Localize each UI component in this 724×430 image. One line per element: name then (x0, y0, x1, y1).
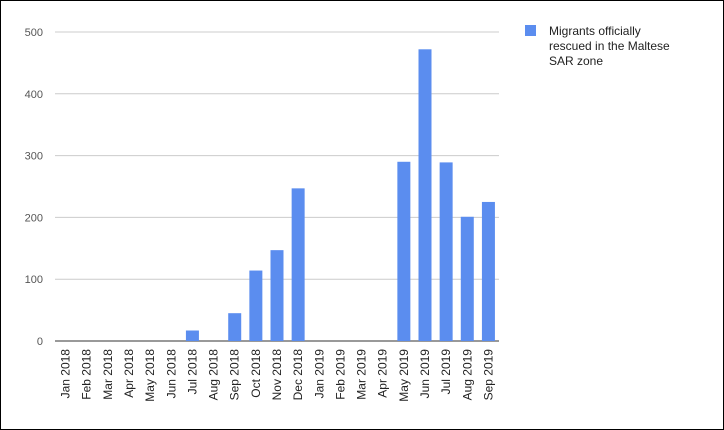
x-tick-label: Jul 2019 (439, 349, 453, 395)
x-tick-label: Sep 2018 (228, 349, 242, 401)
y-axis-ticks: 0 100 200 300 400 500 (25, 27, 43, 348)
x-tick-label: Jan 2019 (312, 349, 326, 399)
x-tick-label: Mar 2018 (101, 349, 115, 400)
bar (481, 201, 495, 341)
bar (249, 270, 263, 341)
y-tick-label: 400 (25, 89, 43, 101)
y-tick-label: 300 (25, 151, 43, 163)
x-axis-ticks: Jan 2018 Feb 2018 Mar 2018 Apr 2018 May 2018… (59, 349, 496, 402)
bar (185, 330, 199, 341)
bar (460, 216, 474, 341)
bar (418, 49, 432, 341)
bar (270, 250, 284, 341)
y-tick-label: 200 (25, 212, 43, 224)
x-tick-label: Aug 2018 (207, 349, 221, 401)
x-tick-label: Jan 2018 (59, 349, 73, 399)
x-tick-label: Aug 2019 (460, 349, 474, 401)
bar (291, 188, 305, 341)
x-tick-label: May 2018 (143, 349, 157, 402)
bar (397, 161, 411, 341)
x-tick-label: Jun 2018 (164, 349, 178, 399)
y-tick-label: 0 (37, 336, 43, 348)
legend-swatch (525, 25, 536, 36)
bar (439, 162, 453, 341)
x-tick-label: Feb 2019 (333, 349, 347, 400)
x-tick-label: Oct 2018 (249, 349, 263, 398)
x-tick-label: Jul 2018 (185, 349, 199, 395)
legend-label: Migrants officially rescued in the Maltes… (549, 24, 670, 68)
x-tick-label: Apr 2019 (376, 349, 390, 398)
x-tick-label: May 2019 (397, 349, 411, 402)
x-tick-label: Feb 2018 (80, 349, 94, 400)
bar (228, 313, 242, 341)
bars (185, 49, 495, 341)
x-tick-label: Apr 2018 (122, 349, 136, 398)
x-tick-label: Dec 2018 (291, 349, 305, 401)
legend: Migrants officially rescued in the Maltes… (525, 24, 670, 68)
x-tick-label: Jun 2019 (418, 349, 432, 399)
x-tick-label: Nov 2018 (270, 349, 284, 401)
x-tick-label: Sep 2019 (481, 349, 495, 401)
x-tick-label: Mar 2019 (355, 349, 369, 400)
y-tick-label: 100 (25, 274, 43, 286)
y-tick-label: 500 (25, 27, 43, 39)
